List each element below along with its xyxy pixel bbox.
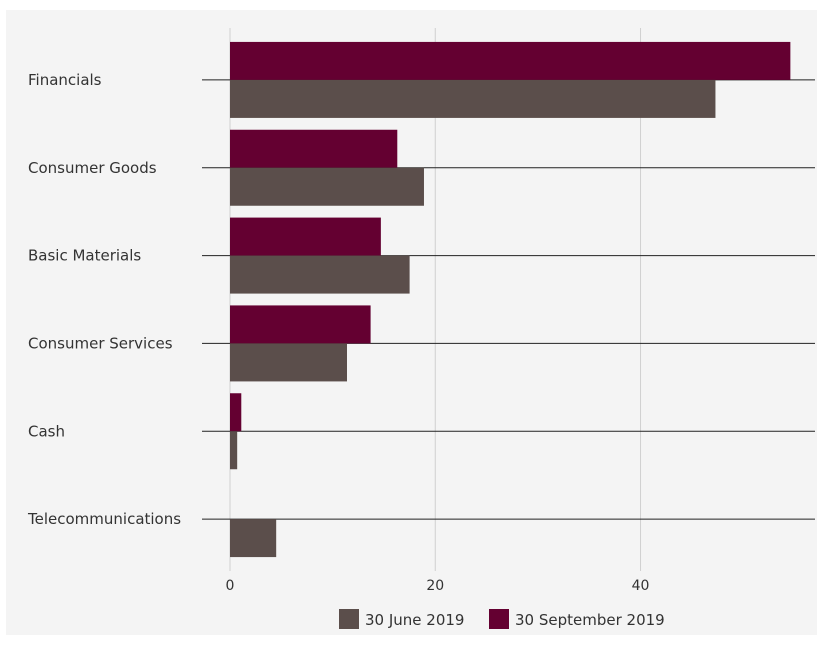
legend-label: 30 September 2019 [515, 611, 665, 629]
x-axis-ticks: 0 20 40 [226, 578, 650, 594]
legend-swatch [339, 609, 359, 629]
x-tick-label: 0 [226, 578, 235, 594]
category-label: Financials [28, 71, 102, 89]
bar-consumer-goods-series-1 [230, 129, 398, 168]
bar-basic-materials-series-0 [230, 255, 410, 294]
bar-consumer-services-series-1 [230, 305, 371, 344]
bar-cash-series-0 [230, 431, 238, 470]
legend-label: 30 June 2019 [365, 611, 464, 629]
category-label: Basic Materials [28, 247, 141, 265]
bar-financials-series-0 [230, 79, 716, 118]
category-label: Consumer Goods [28, 159, 157, 177]
category-label: Cash [28, 422, 65, 440]
bar-financials-series-1 [230, 41, 791, 80]
legend-swatch [489, 609, 509, 629]
bar-consumer-goods-series-0 [230, 167, 424, 206]
category-label: Telecommunications [27, 510, 181, 528]
x-tick-label: 40 [632, 578, 650, 594]
gridlines [229, 28, 642, 571]
bar-consumer-services-series-0 [230, 343, 347, 382]
bar-cash-series-1 [230, 393, 242, 432]
legend: 30 June 2019 30 September 2019 [339, 609, 665, 629]
x-tick-label: 20 [426, 578, 444, 594]
bars [230, 41, 791, 558]
category-labels: Financials Consumer Goods Basic Materials C… [27, 71, 181, 528]
bar-telecommunications-series-0 [230, 519, 277, 558]
bar-basic-materials-series-1 [230, 217, 381, 256]
category-label: Consumer Services [28, 334, 173, 352]
